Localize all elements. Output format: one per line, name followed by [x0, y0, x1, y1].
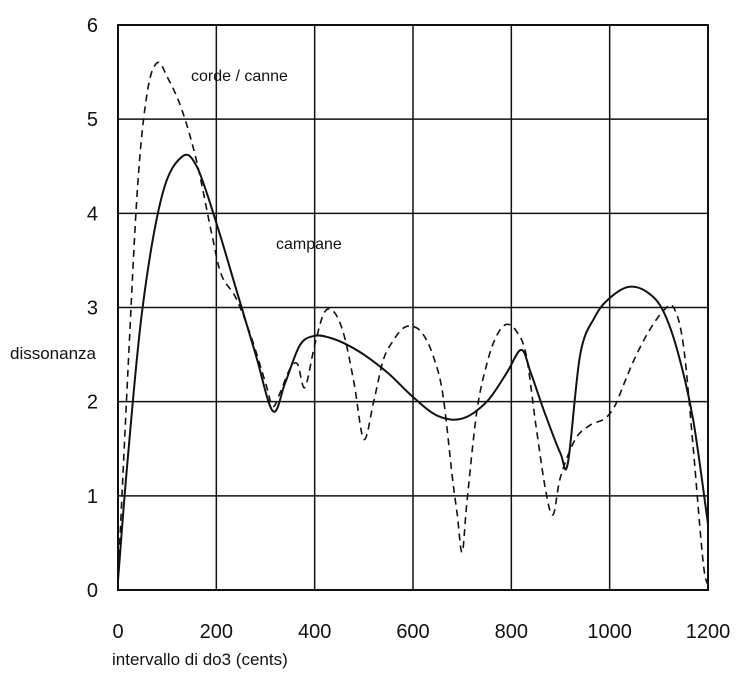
x-tick-label-2: 400 — [298, 621, 331, 643]
series-line-dashed — [117, 61, 709, 586]
annotation-corde-canne: corde / canne — [191, 68, 288, 85]
y-tick-label-0: 0 — [87, 580, 98, 602]
x-tick-label-4: 800 — [495, 621, 528, 643]
y-tick-label-5: 5 — [87, 109, 98, 131]
x-tick-label-0: 0 — [112, 621, 123, 643]
y-tick-label-6: 6 — [87, 15, 98, 37]
y-tick-label-2: 2 — [87, 392, 98, 414]
y-tick-label-4: 4 — [87, 203, 98, 225]
tick-labels: 0 200 400 600 800 1000 1200 0 1 2 3 4 5 6 — [87, 15, 730, 643]
y-axis-label: dissonanza — [10, 344, 97, 363]
y-tick-label-1: 1 — [87, 486, 98, 508]
x-tick-label-3: 600 — [396, 621, 429, 643]
x-axis-label: intervallo di do3 (cents) — [112, 650, 288, 669]
x-tick-label-1: 200 — [200, 621, 233, 643]
series-layer — [117, 61, 709, 586]
series-line-solid — [117, 153, 709, 581]
y-tick-label-3: 3 — [87, 298, 98, 320]
grid — [117, 24, 709, 591]
x-tick-label-6: 1200 — [686, 621, 731, 643]
x-tick-label-5: 1000 — [587, 621, 632, 643]
annotation-campane: campane — [276, 236, 342, 253]
